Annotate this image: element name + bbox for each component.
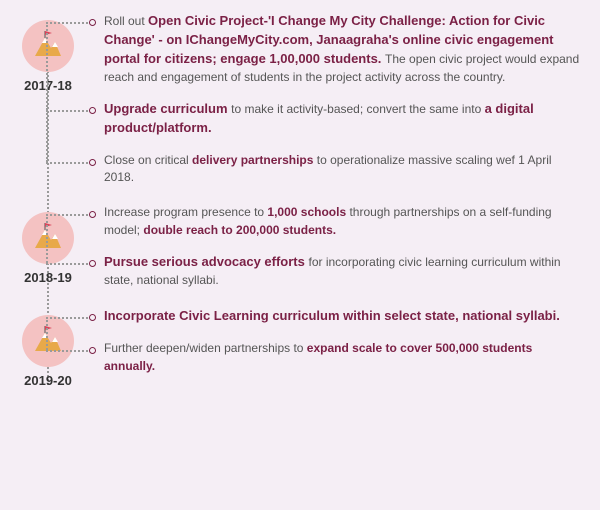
timeline-item: Close on critical delivery partnerships … [90,152,580,187]
year-label: 2018-19 [22,270,74,285]
connector-horizontal [46,22,88,24]
item-text: Incorporate Civic Learning curriculum wi… [104,307,580,326]
text-span: double reach to 200,000 students. [143,223,336,237]
connector-vertical [46,110,48,162]
mountain-flag-icon [31,323,65,360]
badge-circle [22,20,74,72]
item-text: Further deepen/widen partnerships to exp… [104,340,580,375]
timeline-item: Pursue serious advocacy efforts for inco… [90,253,580,289]
badge-circle [22,212,74,264]
item-text: Pursue serious advocacy efforts for inco… [104,253,580,289]
year-block: 2018-19Increase program presence to 1,00… [90,204,580,289]
timeline: 2017-18 Roll out Open Civic Project-'I Ch… [0,0,600,405]
year-block: 2019-20Incorporate Civic Learning curric… [90,307,580,375]
connector-vertical [46,317,48,350]
item-text: Increase program presence to 1,000 schoo… [104,204,580,239]
text-span: Increase program presence to [104,205,267,219]
text-span: to make it activity-based; convert the s… [231,102,484,116]
item-text: Upgrade curriculum to make it activity-b… [104,100,580,138]
text-span: Pursue serious advocacy efforts [104,254,308,269]
connector-horizontal [46,350,88,352]
mountain-flag-icon [31,28,65,65]
text-span: 1,000 schools [267,205,349,219]
timeline-item: Incorporate Civic Learning curriculum wi… [90,307,580,326]
timeline-item: Further deepen/widen partnerships to exp… [90,340,580,375]
text-span: delivery partnerships [192,153,317,167]
connector-horizontal [46,317,88,319]
connector-vertical [46,214,48,263]
mountain-flag-icon [31,220,65,257]
year-label: 2017-18 [22,78,74,93]
item-text: Roll out Open Civic Project-'I Change My… [104,12,580,86]
connector-vertical [46,22,48,110]
connector-horizontal [46,110,88,112]
text-span: Further deepen/widen partnerships to [104,341,307,355]
text-span: Roll out [104,14,148,28]
text-span: Incorporate Civic Learning curriculum wi… [104,308,560,323]
year-badge: 2018-19 [22,212,74,285]
connector-horizontal [46,214,88,216]
connector-horizontal [46,162,88,164]
year-badge: 2017-18 [22,20,74,93]
badge-circle [22,315,74,367]
text-span: Close on critical [104,153,192,167]
text-span: Upgrade curriculum [104,101,231,116]
timeline-item: Roll out Open Civic Project-'I Change My… [90,12,580,86]
year-label: 2019-20 [22,373,74,388]
connector-horizontal [46,263,88,265]
timeline-item: Increase program presence to 1,000 schoo… [90,204,580,239]
item-text: Close on critical delivery partnerships … [104,152,580,187]
timeline-item: Upgrade curriculum to make it activity-b… [90,100,580,138]
year-block: 2017-18Roll out Open Civic Project-'I Ch… [90,12,580,186]
